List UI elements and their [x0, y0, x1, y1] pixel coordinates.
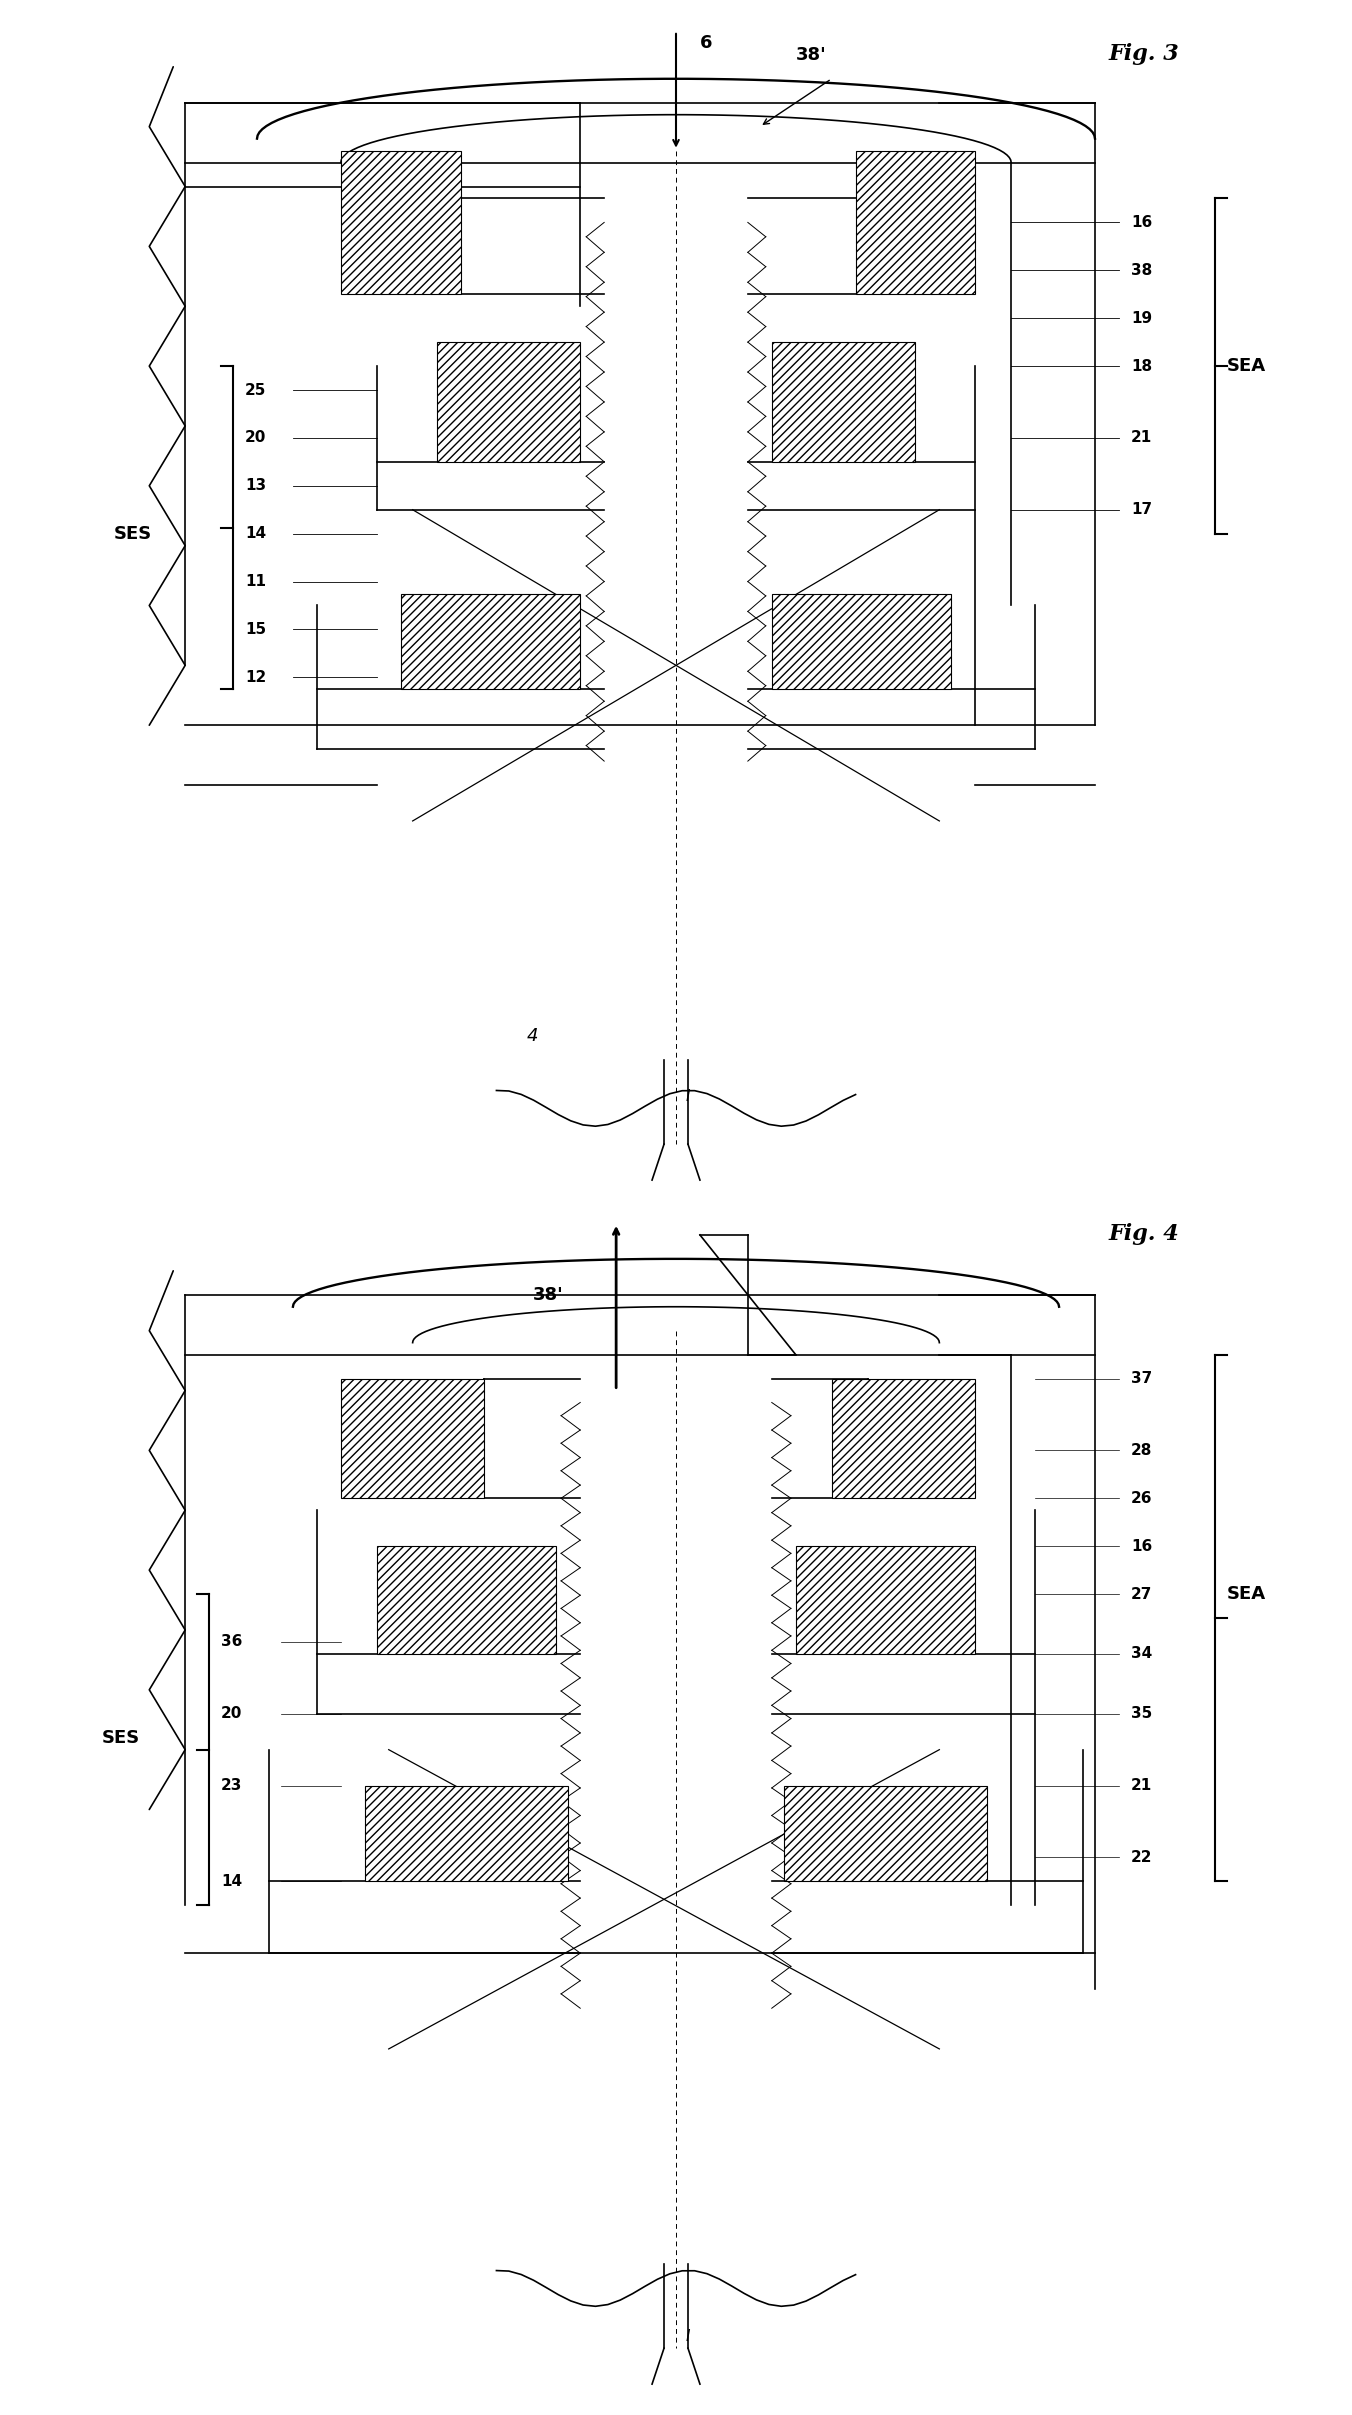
Text: 14: 14 [222, 1874, 242, 1889]
Text: Fig. 3: Fig. 3 [1109, 43, 1179, 65]
Text: 20: 20 [222, 1707, 242, 1722]
Text: 37: 37 [1130, 1372, 1152, 1386]
Text: 12: 12 [245, 669, 266, 686]
Text: 22: 22 [1130, 1850, 1152, 1864]
Text: 13: 13 [245, 478, 266, 493]
Text: 15: 15 [245, 623, 266, 638]
Text: 38': 38' [796, 46, 826, 63]
Text: I: I [685, 2328, 691, 2343]
Text: 34: 34 [1130, 1647, 1152, 1662]
Text: 11: 11 [245, 575, 266, 589]
Text: 23: 23 [222, 1777, 242, 1792]
Text: 21: 21 [1130, 430, 1152, 444]
Text: 38': 38' [533, 1285, 562, 1304]
Text: 14: 14 [245, 526, 266, 541]
Text: 16: 16 [1130, 1538, 1152, 1553]
Bar [400, 594, 580, 688]
Bar [772, 594, 952, 688]
Text: 27: 27 [1130, 1587, 1152, 1601]
Bar [377, 1546, 556, 1654]
Text: 4: 4 [526, 1026, 538, 1046]
Bar [796, 1546, 975, 1654]
Text: 35: 35 [1130, 1707, 1152, 1722]
Text: SEA: SEA [1226, 1584, 1265, 1604]
Text: 28: 28 [1130, 1442, 1152, 1459]
Text: 20: 20 [245, 430, 266, 444]
Bar [341, 1379, 484, 1497]
Text: 18: 18 [1130, 357, 1152, 374]
Text: 21: 21 [1130, 1777, 1152, 1792]
Text: 38: 38 [1130, 263, 1152, 278]
Text: 16: 16 [1130, 215, 1152, 229]
Text: SES: SES [101, 1729, 139, 1746]
Text: SES: SES [114, 524, 151, 543]
Bar [437, 343, 580, 461]
Bar [772, 343, 915, 461]
Bar [341, 150, 461, 295]
Text: SEA: SEA [1226, 357, 1265, 374]
Text: 17: 17 [1130, 502, 1152, 517]
Bar [784, 1785, 987, 1881]
Text: 25: 25 [245, 382, 266, 398]
Text: 36: 36 [222, 1635, 242, 1649]
Text: 19: 19 [1130, 312, 1152, 326]
Bar [856, 150, 975, 295]
Text: 6: 6 [700, 34, 713, 51]
Bar [365, 1785, 568, 1881]
Text: 26: 26 [1130, 1490, 1152, 1507]
Text: Fig. 4: Fig. 4 [1109, 1222, 1179, 1246]
Text: I: I [685, 1089, 691, 1104]
Bar [831, 1379, 975, 1497]
